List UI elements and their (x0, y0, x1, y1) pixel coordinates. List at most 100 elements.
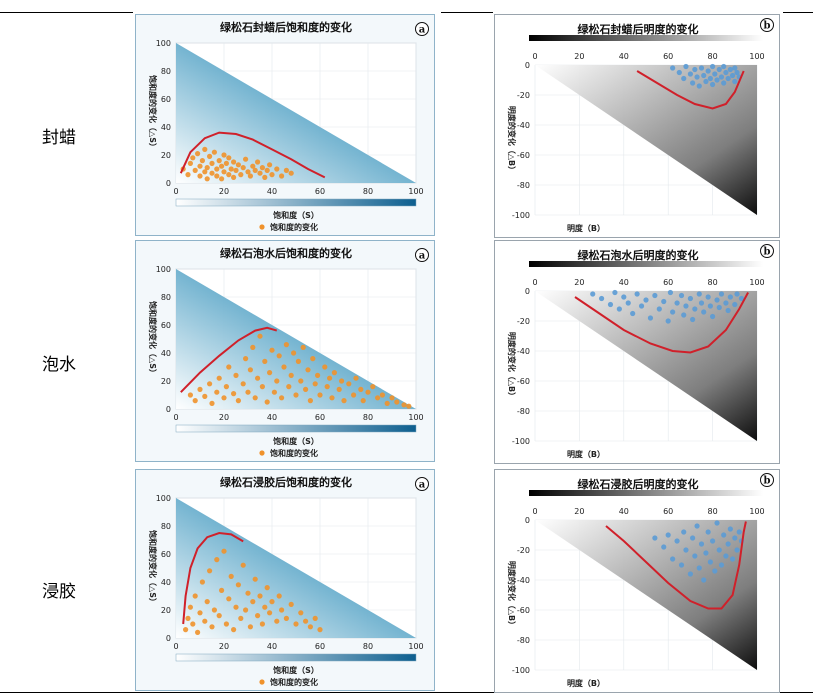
data-point (714, 297, 720, 303)
data-point (327, 375, 333, 381)
data-point (681, 312, 687, 318)
color-bar (175, 424, 417, 433)
data-point (233, 604, 239, 610)
data-point (690, 535, 696, 541)
data-point (303, 386, 309, 392)
data-point (310, 356, 316, 362)
data-point (687, 295, 693, 302)
data-point (283, 167, 289, 173)
data-point (375, 395, 381, 401)
data-point (712, 71, 718, 77)
data-point (687, 571, 693, 577)
data-point (674, 300, 680, 306)
data-point (370, 384, 376, 390)
y-tick-label: -60 (517, 377, 530, 386)
y-tick-label: 0 (166, 634, 171, 643)
data-point (204, 599, 210, 605)
data-point (240, 165, 246, 171)
x-tick-label: 0 (173, 187, 178, 196)
x-tick-label: 20 (574, 52, 584, 61)
data-point (240, 381, 246, 387)
chart-title: 绿松石浸胶后饱和度的变化 (220, 475, 352, 489)
data-point (197, 163, 203, 169)
data-point (214, 173, 220, 179)
data-point (226, 364, 232, 370)
trend-curve (179, 131, 326, 179)
data-point (647, 315, 654, 321)
data-point (283, 342, 289, 348)
data-point (214, 166, 220, 172)
data-point (231, 159, 237, 165)
x-tick-label: 20 (219, 413, 229, 422)
data-point (670, 556, 676, 562)
data-point (630, 310, 636, 317)
data-point (303, 618, 309, 624)
data-point (216, 375, 222, 381)
data-point (269, 347, 275, 353)
data-point (235, 582, 241, 588)
row-label-water: 泡水 (42, 355, 76, 375)
data-point (732, 65, 738, 71)
data-point (401, 402, 407, 408)
data-point (245, 590, 251, 596)
data-point (317, 627, 323, 633)
data-point (259, 165, 265, 171)
data-point (202, 618, 208, 624)
trend-curve (574, 292, 749, 354)
data-point (228, 166, 234, 172)
x-tick-label: 20 (574, 278, 584, 287)
data-point (315, 372, 321, 378)
data-point (705, 529, 711, 535)
data-point (346, 381, 352, 387)
data-point (295, 358, 301, 364)
data-point (701, 577, 707, 583)
data-point (262, 358, 268, 364)
y-axis-label: 饱和度的变化（△S） (148, 530, 158, 606)
data-point (714, 520, 720, 526)
data-point (250, 344, 256, 350)
data-point (312, 381, 318, 387)
chart-svg: 0 20 40 60 80 100 0 20 40 60 80 100 绿松石浸胶后饱和度的变化 a 饱和度… (148, 475, 429, 687)
data-point (305, 367, 311, 373)
data-point (394, 399, 400, 405)
x-tick-label: 40 (619, 52, 629, 61)
data-point (228, 573, 234, 579)
y-tick-label: 60 (161, 321, 171, 330)
y-tick-label: 0 (525, 287, 530, 296)
table-top-rule (441, 12, 493, 13)
data-point (221, 548, 227, 554)
table-top-rule (0, 12, 133, 13)
data-point (221, 152, 227, 158)
data-point (690, 316, 696, 323)
data-point (264, 399, 270, 405)
data-point (616, 306, 622, 312)
data-point (670, 309, 676, 315)
data-point (738, 295, 745, 302)
data-point (718, 291, 725, 297)
data-point (197, 610, 203, 616)
data-point (197, 386, 203, 392)
data-point (694, 74, 700, 80)
y-tick-label: 80 (161, 293, 171, 302)
panel-badge-label: a (419, 480, 426, 491)
data-point (707, 559, 713, 565)
data-point (187, 604, 193, 610)
data-point (259, 384, 265, 390)
data-point (238, 172, 244, 178)
data-point (703, 78, 709, 85)
data-point (725, 541, 731, 547)
y-tick-label: -60 (517, 606, 530, 615)
data-point (312, 615, 318, 621)
y-tick-label: 40 (161, 349, 171, 358)
data-point (223, 621, 229, 627)
x-axis-label: 饱和度（S） (273, 665, 319, 675)
chart-title: 绿松石浸胶后明度的变化 (578, 477, 699, 491)
data-point (293, 392, 299, 398)
y-tick-label: -80 (517, 181, 530, 190)
data-point (674, 538, 680, 544)
y-tick-label: 80 (161, 522, 171, 531)
data-point (238, 615, 244, 621)
trend-curve (636, 70, 745, 110)
table-bottom-rule (0, 692, 813, 693)
data-point (207, 381, 213, 387)
